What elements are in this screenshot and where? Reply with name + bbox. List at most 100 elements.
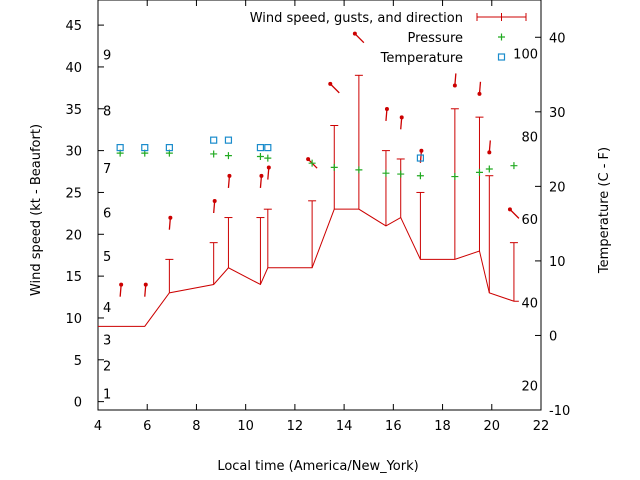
wind-direction-arrow: [354, 33, 365, 44]
legend: Wind speed, gusts, and direction Pressure…: [250, 11, 527, 66]
pressure-point: [264, 154, 272, 162]
legend-label: Pressure: [407, 31, 463, 46]
temperature-point: [210, 136, 218, 144]
plot-frame: [97, 0, 542, 411]
y-axis-label-left: Wind speed (kt - Beaufort): [29, 124, 44, 296]
beaufort-label: 2: [103, 360, 111, 375]
wind-direction-head: [227, 173, 232, 178]
wind-direction-head: [168, 215, 173, 220]
pressure-point: [355, 166, 363, 174]
legend-label: Wind speed, gusts, and direction: [250, 11, 463, 26]
wind-direction-arrow: [227, 175, 231, 188]
pressure-point: [330, 163, 338, 171]
y-tick-label-right: -10: [549, 404, 570, 419]
temperature-point: [116, 144, 124, 152]
x-tick-label: 16: [385, 419, 402, 434]
pressure-point: [416, 172, 424, 180]
temperature-point: [141, 144, 149, 152]
beaufort-label: 1: [103, 387, 111, 402]
wind-direction-arrow: [213, 200, 216, 214]
legend-temperature-sample: [497, 53, 506, 61]
x-tick-label: 4: [94, 419, 102, 434]
wind-direction-arrow: [488, 140, 491, 153]
temperature-point: [165, 144, 173, 152]
wind-direction-head: [419, 148, 424, 153]
wind-direction-head: [487, 150, 492, 155]
y-axis-label-right: Temperature (C - F): [597, 147, 612, 274]
wind-direction-arrow: [329, 83, 340, 94]
wind-direction-head: [266, 165, 271, 170]
pressure-point: [382, 169, 390, 177]
x-tick-label: 20: [484, 419, 501, 434]
chart-marks: [98, 31, 520, 327]
wind-direction-head: [306, 157, 311, 162]
wind-direction-head: [452, 83, 457, 88]
pressure-point: [475, 168, 483, 176]
y-tick-label-left: 25: [65, 186, 82, 201]
y-tick-label-left: 15: [65, 270, 82, 285]
x-axis-label: Local time (America/New_York): [217, 459, 418, 474]
pressure-point: [397, 170, 405, 178]
y-tick-label-left: 0: [74, 396, 82, 411]
y-tick-label-left: 10: [65, 312, 82, 327]
wind-speed-line: [98, 208, 519, 327]
x-tick-label: 18: [434, 419, 451, 434]
wind-direction-arrow: [454, 73, 457, 86]
wind-direction-head: [352, 31, 357, 36]
y-tick-label-left: 5: [74, 354, 82, 369]
wind-direction-arrow: [259, 175, 263, 188]
temperature-point: [224, 136, 233, 144]
wind-direction-head: [259, 173, 264, 178]
y-tick-label-right: 20: [549, 180, 566, 195]
wind-direction-head: [507, 207, 512, 212]
x-tick-label: 12: [287, 419, 304, 434]
wind-direction-arrow: [267, 167, 270, 180]
wind-direction-head: [328, 81, 333, 86]
wind-direction-arrow: [509, 208, 520, 219]
beaufort-label: 6: [103, 207, 111, 222]
axes: 4 6 8 10 12 14 16 18 20 22051015202530354045-1001…: [65, 0, 570, 434]
y-tick-label-right: 40: [549, 31, 566, 46]
y-tick-label-left: 45: [65, 19, 82, 34]
x-tick-label: 8: [192, 419, 200, 434]
wind-direction-arrow: [478, 81, 482, 94]
wind-direction-head: [212, 199, 217, 203]
fahrenheit-label: 40: [521, 297, 538, 312]
wind-direction-arrow: [400, 117, 403, 130]
legend-pressure-sample: [498, 33, 505, 41]
wind-direction-arrow: [168, 217, 172, 230]
wind-direction-arrow: [385, 108, 388, 122]
beaufort-label: 8: [103, 104, 111, 119]
y-tick-label-left: 40: [65, 61, 82, 76]
wind-direction-head: [384, 106, 389, 111]
axis-labels: Local time (America/New_York) Wind speed…: [29, 124, 612, 474]
y-tick-label-right: 30: [549, 106, 566, 121]
pressure-point: [224, 152, 232, 160]
pressure-point: [451, 173, 459, 181]
fahrenheit-label: 60: [521, 213, 538, 228]
wind-direction-head: [119, 282, 124, 287]
temperature-point: [416, 154, 425, 162]
beaufort-label: 7: [103, 162, 111, 177]
pressure-point: [256, 152, 264, 160]
wind-direction-head: [143, 282, 148, 287]
pressure-point: [210, 150, 218, 158]
y-tick-label-right: 10: [549, 255, 566, 270]
beaufort-label: 3: [103, 334, 111, 349]
y-tick-label-right: 0: [549, 329, 557, 344]
wind-direction-arrow: [119, 284, 122, 297]
x-tick-label: 22: [533, 419, 550, 434]
y-tick-label-left: 30: [65, 145, 82, 160]
legend-label: Temperature: [380, 51, 463, 66]
wind-direction-arrow: [144, 284, 147, 297]
fahrenheit-label: 80: [521, 130, 538, 145]
pressure-point: [308, 159, 316, 167]
fahrenheit-label: 100: [513, 48, 538, 63]
x-tick-label: 10: [237, 419, 254, 434]
wind-direction-head: [399, 115, 404, 120]
y-tick-label-left: 35: [65, 103, 82, 118]
temperature-point: [264, 144, 272, 152]
x-tick-label: 6: [143, 419, 151, 434]
pressure-point: [485, 165, 493, 173]
